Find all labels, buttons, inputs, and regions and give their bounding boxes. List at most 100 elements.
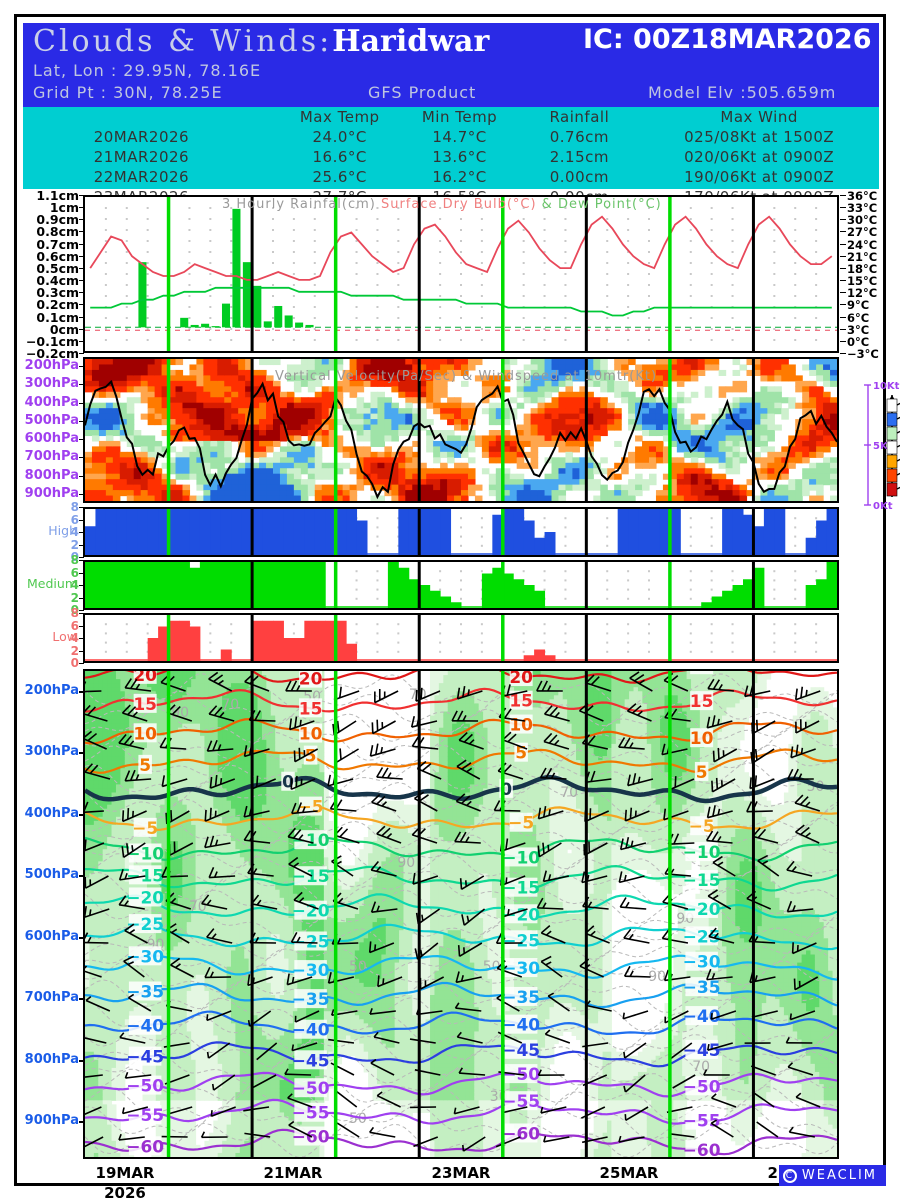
cloud-axis-tickmark — [79, 650, 84, 652]
rain-axis-tickmark — [79, 280, 84, 282]
logo-text: WEACLIM — [802, 1168, 877, 1183]
rain-axis-tick: −0.1cm — [17, 334, 79, 349]
temp-axis-tick: 0°C — [847, 335, 869, 349]
table-row: 21MAR2026 16.6°C 13.6°C 2.15cm 020/06Kt … — [23, 147, 879, 167]
cell-max-temp: 16.6°C — [280, 147, 400, 167]
temp-axis-tick: 9°C — [847, 298, 869, 312]
cloud-axis-tickmark — [79, 507, 84, 508]
temp-axis-tickmark — [840, 304, 846, 306]
cell-max-wind: 025/08Kt at 1500Z — [639, 127, 879, 147]
cloud-axis-tickmark — [79, 663, 84, 664]
cloud-label-medium: Medium — [19, 576, 77, 591]
rain-axis-tickmark — [79, 267, 84, 269]
vv-axis-tickmark — [79, 457, 84, 459]
temp-axis-tickmark — [840, 231, 846, 233]
temp-axis-tick: 3°C — [847, 323, 869, 337]
rain-axis-tick: 0.2cm — [17, 297, 79, 312]
temp-axis-tick: 12°C — [847, 286, 877, 300]
table-row: 20MAR2026 24.0°C 14.7°C 0.76cm 025/08Kt … — [23, 127, 879, 147]
cell-rainfall: 0.00cm — [519, 167, 639, 187]
date-axis-tick: 25MAR — [584, 1164, 674, 1182]
vv-axis-tick: 400hPa — [17, 395, 79, 410]
vv-axis-tick: 800hPa — [17, 468, 79, 483]
temp-axis-tickmark — [840, 207, 846, 209]
rain-axis-tickmark — [79, 219, 84, 221]
cell-max-temp: 24.0°C — [280, 127, 400, 147]
cloud-axis-tick: 0 — [63, 550, 79, 564]
rain-axis-tickmark — [79, 353, 84, 354]
cell-min-temp: 14.7°C — [400, 127, 520, 147]
temp-axis-tickmark — [840, 292, 846, 294]
rain-axis-tickmark — [79, 292, 84, 294]
rain-axis-tick: 0cm — [17, 322, 79, 337]
rainfall-temperature-panel — [83, 195, 839, 353]
rain-axis-tickmark — [79, 328, 84, 330]
cell-rainfall: 2.15cm — [519, 147, 639, 167]
vv-axis-tickmark — [79, 439, 84, 441]
rain-axis-tick: 0.3cm — [17, 285, 79, 300]
init-condition-label: IC: 00Z18MAR2026 — [583, 24, 871, 55]
main-axis-tickmark — [79, 691, 85, 693]
main-axis-tickmark — [79, 936, 85, 939]
cloud-axis-tick: 4 — [63, 578, 79, 592]
gridpoint-label: Grid Pt : 30N, 78.25E — [33, 83, 223, 102]
temp-axis-tick: 27°C — [847, 225, 877, 239]
cloud-axis-tick: 4 — [63, 631, 79, 645]
page-title: Clouds & Winds:Haridwar — [33, 24, 489, 59]
main-axis-tickmark — [79, 752, 85, 755]
temp-axis-tick: 24°C — [847, 238, 877, 252]
rain-axis-tick: 0.4cm — [17, 273, 79, 288]
rain-title-part: 3 Hourly Rainfal(cm) — [222, 197, 376, 212]
latlon-label: Lat, Lon : 29.95N, 78.16E — [33, 61, 261, 80]
svg-text:10Kt: 10Kt — [873, 381, 900, 392]
cloud-axis-tick: 6 — [63, 513, 79, 527]
col-header-max-wind: Max Wind — [639, 107, 879, 127]
rain-axis-tickmark — [79, 231, 84, 233]
cell-max-wind: 020/06Kt at 0900Z — [639, 147, 879, 167]
temp-axis-tickmark — [840, 255, 846, 257]
rain-title-part: Surface Dry Bulb(°C) — [376, 197, 537, 212]
temp-axis-tickmark — [840, 243, 846, 245]
cloud-axis-tick: 8 — [63, 500, 79, 514]
cloud-axis-tickmark — [79, 572, 84, 574]
temp-axis-tick: 36°C — [847, 189, 877, 203]
cloud-axis-tick: 0 — [63, 603, 79, 617]
rain-axis-tickmark — [79, 255, 84, 257]
upper-air-cross-section-panel: 70905070907090507050509090507030−60−60−6… — [83, 669, 839, 1159]
vv-axis-tick: 200hPa — [17, 358, 79, 373]
rain-axis-tick: 0.9cm — [17, 212, 79, 227]
temp-axis-tick: −3°C — [847, 347, 879, 361]
cloud-axis-tickmark — [79, 597, 84, 599]
vv-axis-tickmark — [79, 402, 84, 404]
cloud-axis-tick: 8 — [63, 606, 79, 620]
main-axis-tick: 200hPa — [17, 683, 79, 698]
main-axis-tick: 300hPa — [17, 744, 79, 759]
rain-axis-tick: 1.1cm — [17, 188, 79, 203]
rain-axis-tick: 1cm — [17, 200, 79, 215]
col-header-min-temp: Min Temp — [400, 107, 520, 127]
table-header-row: Max Temp Min Temp Rainfall Max Wind — [23, 107, 879, 127]
temp-axis-tick: 15°C — [847, 274, 877, 288]
rain-axis-tickmark — [79, 243, 84, 245]
main-axis-tickmark — [79, 998, 85, 1001]
cloud-axis-tickmark — [79, 585, 84, 586]
medium-cloud-plot — [85, 562, 837, 608]
model-elevation-label: Model Elv :505.659m — [648, 83, 836, 102]
cloud-axis-tick: 4 — [63, 525, 79, 539]
date-axis-tick: 21MAR — [248, 1164, 338, 1182]
date-axis-tick: 23MAR — [416, 1164, 506, 1182]
cloud-axis-tickmark — [79, 557, 84, 558]
vv-axis-tick: 700hPa — [17, 449, 79, 464]
cloud-axis-tick: 2 — [63, 644, 79, 658]
cloud-axis-tickmark — [79, 613, 84, 614]
cloud-axis-tickmark — [79, 544, 84, 546]
cloud-axis-tick: 2 — [63, 538, 79, 552]
col-header-max-temp: Max Temp — [280, 107, 400, 127]
cloud-label-low: Low — [19, 629, 77, 644]
summary-table: Max Temp Min Temp Rainfall Max Wind 20MA… — [23, 107, 879, 207]
low-cloud-plot — [85, 615, 837, 661]
temp-axis-tickmark — [840, 340, 846, 342]
rain-axis-tickmark — [79, 195, 84, 196]
chart-frame: Clouds & Winds:Haridwar IC: 00Z18MAR2026… — [14, 14, 900, 1200]
